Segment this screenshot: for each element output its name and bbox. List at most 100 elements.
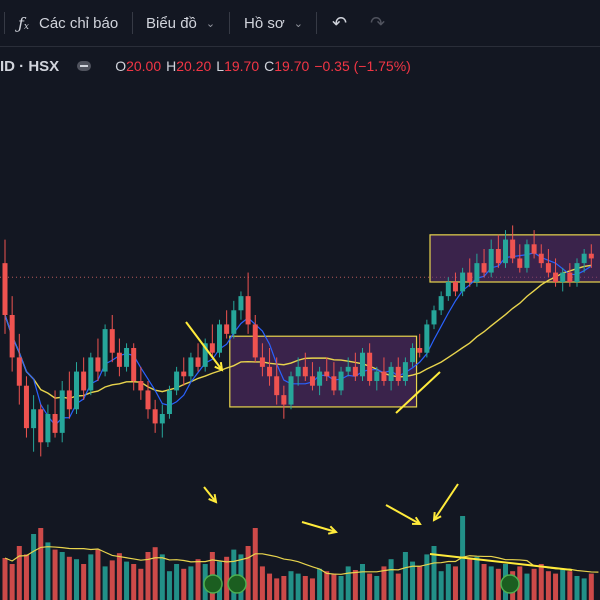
candle-body xyxy=(274,376,280,396)
candle-body xyxy=(45,414,51,443)
candle-body xyxy=(324,371,330,377)
volume-bar xyxy=(581,578,587,600)
volume-bar xyxy=(302,576,308,600)
arrow-head xyxy=(327,525,339,535)
volume-bar xyxy=(38,528,44,600)
candle-body xyxy=(159,414,165,424)
candle-body xyxy=(2,263,8,315)
candle-body xyxy=(217,324,222,353)
volume-bar xyxy=(410,561,416,600)
volume-bar xyxy=(2,558,8,600)
volume-bar xyxy=(195,559,201,600)
volume-bar xyxy=(367,573,373,600)
candle-body xyxy=(445,282,451,297)
candle-body xyxy=(431,310,437,325)
chart-menu-button[interactable]: Biểu đồ ⌄ xyxy=(146,11,215,35)
candle-body xyxy=(259,357,265,367)
collapse-legend-button[interactable] xyxy=(77,61,92,71)
event-badge-circle xyxy=(227,574,247,594)
volume-bar xyxy=(102,566,108,600)
candle-body xyxy=(166,390,172,414)
toolbar-separator xyxy=(316,12,317,34)
profile-menu-button[interactable]: Hồ sơ ⌄ xyxy=(244,11,303,35)
annotation-arrow xyxy=(385,504,421,525)
volume-bar xyxy=(424,554,430,600)
arrow-head xyxy=(432,511,442,522)
volume-bar xyxy=(567,571,573,600)
price-chart[interactable] xyxy=(0,46,600,600)
candle-body xyxy=(438,296,444,311)
volume-bar xyxy=(431,546,437,600)
candle-body xyxy=(410,348,416,363)
annotation-arrow xyxy=(203,486,217,503)
candle-body xyxy=(388,366,394,381)
annotation-arrow xyxy=(185,321,223,371)
volume-bar xyxy=(374,576,380,600)
chevron-down-icon: ⌄ xyxy=(205,17,216,30)
toolbar-separator xyxy=(132,12,133,34)
volume-bar xyxy=(74,559,79,600)
candle-body xyxy=(460,272,466,292)
event-badge-circle xyxy=(500,574,520,594)
candle-body xyxy=(202,343,208,367)
volume-bar xyxy=(159,554,165,600)
volume-bar xyxy=(88,554,94,600)
candle-body xyxy=(31,409,37,429)
candle-body xyxy=(74,371,79,410)
arrow-head xyxy=(411,516,422,526)
candle-body xyxy=(267,366,273,377)
volume-bar xyxy=(109,560,115,600)
candle-body xyxy=(52,414,58,433)
candle-body xyxy=(109,329,115,353)
volume-bar xyxy=(309,578,315,600)
volume-bar xyxy=(252,528,258,600)
open-label: O xyxy=(115,58,127,74)
candle-body xyxy=(581,253,587,264)
undo-icon: ↶ xyxy=(332,12,348,33)
volume-bar xyxy=(553,573,559,600)
undo-button[interactable]: ↶ xyxy=(332,11,347,35)
volume-bar xyxy=(288,571,294,600)
candle-body xyxy=(174,371,180,391)
candle-body xyxy=(138,381,144,391)
candle-body xyxy=(481,263,487,273)
low-value: 19.70 xyxy=(224,58,260,74)
toolbar-separator xyxy=(4,12,5,34)
volume-bar xyxy=(267,573,273,600)
volume-bar xyxy=(52,549,58,600)
indicators-button[interactable]: ƒx Các chỉ báo xyxy=(18,11,118,35)
high-label: H xyxy=(166,58,177,74)
candle-body xyxy=(452,282,458,292)
candle-body xyxy=(338,371,344,391)
redo-button[interactable]: ↷ xyxy=(370,11,385,35)
volume-ma-line xyxy=(4,546,599,575)
arrow-head xyxy=(208,493,218,504)
volume-bar xyxy=(381,566,387,600)
candle-body xyxy=(317,371,323,386)
volume-bar xyxy=(538,564,544,600)
candle-body xyxy=(195,357,201,367)
candle-body xyxy=(124,348,130,367)
volume-bar xyxy=(66,556,72,600)
candle-body xyxy=(252,324,258,358)
volume-bar xyxy=(445,564,451,600)
candle-body xyxy=(574,263,580,282)
candle-body xyxy=(295,366,301,377)
candle-body xyxy=(38,409,44,443)
candle-body xyxy=(467,272,473,282)
candle-body xyxy=(517,258,523,268)
candle-body xyxy=(16,357,22,386)
candle-body xyxy=(374,371,380,381)
volume-bar xyxy=(517,566,523,600)
volume-bar xyxy=(145,552,151,600)
trend-arrow xyxy=(395,371,441,414)
symbol-label[interactable]: ID · HSX xyxy=(0,57,60,75)
candle-body xyxy=(381,371,387,381)
candle-body xyxy=(553,272,559,282)
volume-trend-line xyxy=(429,553,573,571)
candle-body xyxy=(402,362,408,381)
candle-body xyxy=(360,352,365,377)
volume-bar xyxy=(174,564,180,600)
candle-body xyxy=(474,263,480,282)
volume-bar xyxy=(281,576,287,600)
